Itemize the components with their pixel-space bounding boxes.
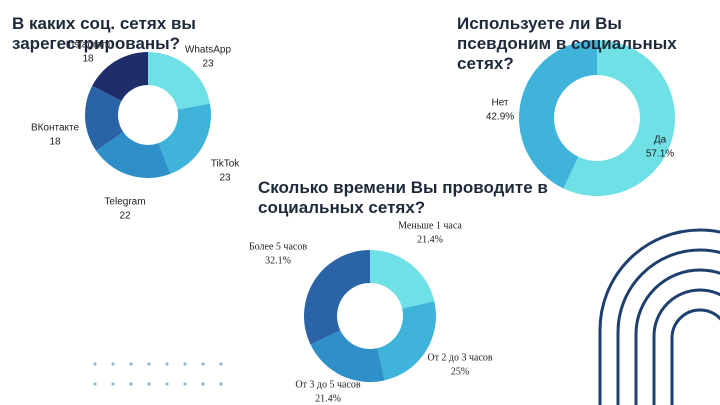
slice-label: ВКонтакте [31,123,80,134]
donut-slice [158,103,211,174]
slice-value: 23 [202,59,214,70]
slice-value: 18 [82,54,94,65]
slice-value: 42.9% [486,112,514,123]
slice-label: От 2 до 3 часов [427,352,493,363]
donut-slice [148,52,210,110]
chart-title: Сколько времени Вы проводите в социальны… [258,178,548,217]
slice-label: Нет [491,98,508,109]
slice-value: 21.4% [315,393,341,404]
donut-slice [563,40,675,196]
slice-label: Более 5 часов [249,241,307,252]
donut-slice [310,330,385,382]
chart-title: В каких соц. сетях вы зарегестрированы? [12,14,196,53]
slice-label: Да [654,135,667,146]
dots [93,362,223,386]
slice-label: От 3 до 5 часов [295,379,361,390]
donut-slice [377,301,436,381]
donut-slice [85,85,124,151]
slice-value: 23 [219,173,231,184]
arcs [598,228,720,405]
slice-value: 18 [49,137,61,148]
donut-slice [370,250,435,309]
slice-value: 22 [119,211,131,222]
slice-label: TikTok [211,159,241,170]
slice-value: 25% [451,366,469,377]
donut-slice [92,52,148,102]
slice-label: Instagram [66,40,110,51]
slice-label: Меньше 1 часа [398,220,462,231]
donut-slice [304,250,370,345]
slice-value: 21.4% [417,234,443,245]
slice-label: WhatsApp [185,45,232,56]
donut-slice [96,132,171,178]
slice-value: 57.1% [646,149,674,160]
donut-slice [518,39,597,189]
chart-title: Используете ли Вы псевдоним в социальных… [457,14,677,73]
slice-label: Telegram [104,197,145,208]
slice-value: 32.1% [265,255,291,266]
